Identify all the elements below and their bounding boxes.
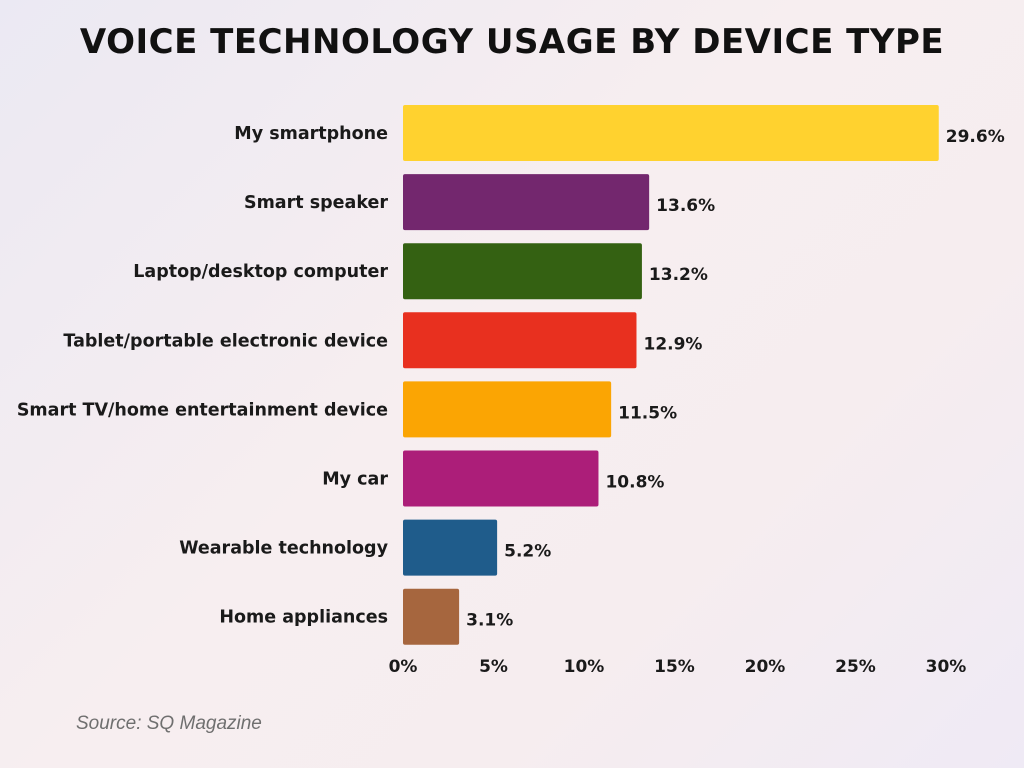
bar xyxy=(403,312,637,369)
value-labels: 29.6% 13.6% 13.2% 12.9% 11.5% 10.8% 5.2% 3.1% xyxy=(466,127,1005,631)
value-label: 3.1% xyxy=(466,611,513,631)
bar xyxy=(403,105,939,161)
value-label: 13.6% xyxy=(656,196,715,216)
x-tick-label: 20% xyxy=(745,657,786,677)
value-label: 29.6% xyxy=(946,127,1005,147)
category-label: My car xyxy=(322,470,388,490)
category-labels: My smartphone Smart speaker Laptop/desktop… xyxy=(17,124,389,628)
value-label: 5.2% xyxy=(504,542,551,562)
bar xyxy=(403,519,498,576)
value-label: 11.5% xyxy=(618,403,677,423)
x-axis-ticks: 0% 5% 10% 15% 20% 25% 30% xyxy=(389,657,967,677)
category-label: Smart TV/home entertainment device xyxy=(17,400,388,420)
category-label: My smartphone xyxy=(234,124,388,144)
chart-title: VOICE TECHNOLOGY USAGE BY DEVICE TYPE xyxy=(79,22,945,62)
bars xyxy=(403,105,939,645)
bar xyxy=(403,381,612,438)
value-label: 12.9% xyxy=(643,334,702,354)
x-tick-label: 0% xyxy=(389,657,418,677)
bar xyxy=(403,174,650,231)
category-label: Tablet/portable electronic device xyxy=(63,331,388,351)
x-tick-label: 30% xyxy=(926,657,967,677)
source-note: Source: SQ Magazine xyxy=(76,713,262,734)
bar xyxy=(403,450,599,507)
x-tick-label: 15% xyxy=(654,657,695,677)
bar xyxy=(403,243,642,300)
value-label: 13.2% xyxy=(649,265,708,285)
category-label: Home appliances xyxy=(219,608,388,628)
x-tick-label: 5% xyxy=(479,657,508,677)
category-label: Laptop/desktop computer xyxy=(133,262,388,282)
bar xyxy=(403,588,460,645)
category-label: Smart speaker xyxy=(244,193,388,213)
x-tick-label: 10% xyxy=(564,657,605,677)
category-label: Wearable technology xyxy=(179,539,388,559)
value-label: 10.8% xyxy=(605,473,664,493)
x-tick-label: 25% xyxy=(835,657,876,677)
